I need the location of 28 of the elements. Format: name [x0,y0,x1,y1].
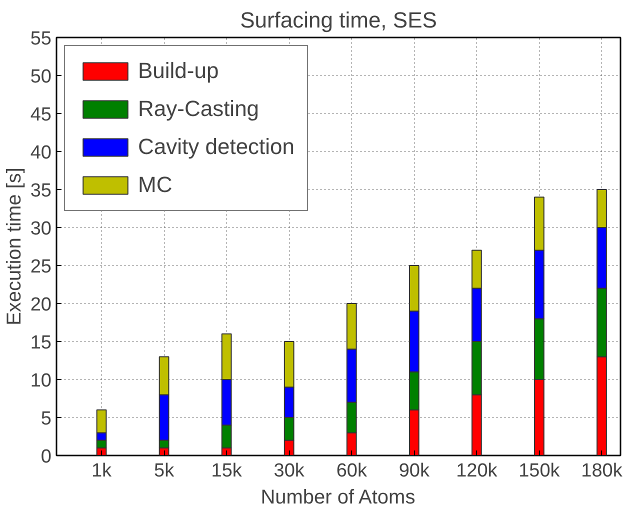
legend-label: Ray-Casting [138,96,260,122]
y-axis-title: Execution time [s] [3,168,26,326]
y-tick-label: 10 [30,370,52,392]
y-tick-label: 15 [30,332,52,354]
x-axis-title: Number of Atoms [260,486,416,508]
y-tick-label: 55 [30,28,52,50]
y-tick-label: 40 [30,142,52,164]
y-tick-label: 0 [40,446,52,468]
x-tick-label: 120k [456,460,498,482]
y-tick-label: 30 [30,218,52,240]
x-tick-label: 90k [398,460,430,482]
x-tick-label: 5k [154,460,175,482]
y-tick-label: 5 [40,408,52,430]
x-tick-label: 30k [274,460,305,482]
x-tick-label: 150k [518,460,560,482]
chart-title: Surfacing time, SES [240,8,437,32]
x-tick-label: 15k [211,460,242,482]
y-tick-label: 35 [30,180,52,202]
x-tick-label: 1k [91,460,112,482]
x-tick-label: 60k [336,460,368,482]
y-tick-label: 20 [30,294,52,316]
y-tick-label: 45 [30,104,52,126]
legend-label: Cavity detection [138,134,295,160]
legend-label: MC [138,172,172,198]
y-tick-label: 25 [30,256,52,278]
x-tick-label: 180k [581,460,623,482]
legend-label: Build-up [138,58,219,84]
y-tick-label: 50 [30,66,52,88]
